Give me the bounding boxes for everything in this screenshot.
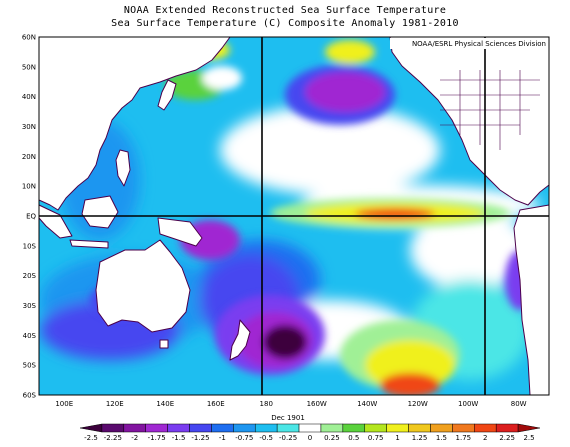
colorbar-swatch [320, 423, 344, 433]
colorbar-tick-label: -0.25 [279, 434, 297, 442]
colorbar-tick-label: -2.25 [104, 434, 122, 442]
colorbar-tick-label: 0.75 [368, 434, 384, 442]
colorbar-overlay-box [262, 412, 314, 422]
anomaly-patch [263, 325, 307, 359]
colorbar-tick-label: -1 [219, 434, 226, 442]
longitude-label: 120E [106, 400, 124, 408]
borneo-island [81, 195, 119, 229]
colorbar-swatch [167, 423, 190, 433]
latitude-label: 50N [22, 63, 36, 71]
colorbar-swatch [276, 423, 300, 433]
colorbar-swatch [79, 423, 103, 433]
colorbar-swatch [342, 423, 366, 433]
longitude-labels: 100E 120E 140E 160E 180 160W 140W 120W 100W 80W [55, 400, 526, 408]
map-subtitle: Sea Surface Temperature (C) Composite An… [111, 18, 459, 29]
map-title: NOAA Extended Reconstructed Sea Surface … [123, 5, 447, 16]
anomaly-patch [325, 40, 375, 64]
anomaly-patch [220, 105, 440, 195]
longitude-label: 120W [408, 400, 428, 408]
colorbar-swatch [452, 423, 475, 433]
colorbar-swatch [123, 423, 146, 433]
colorbar-tick-label: 0.5 [348, 434, 359, 442]
longitude-label: 80W [511, 400, 527, 408]
colorbar-swatch [386, 423, 409, 433]
credit-label: NOAA/ESRL Physical Sciences Division [412, 40, 546, 48]
java-island [69, 239, 109, 249]
latitude-label: 10N [22, 183, 36, 191]
longitude-label: 100E [55, 400, 73, 408]
latitude-label: 20S [23, 272, 37, 280]
colorbar-tick-label: 2 [483, 434, 487, 442]
longitude-label: 160E [207, 400, 225, 408]
anomaly-patch [305, 72, 385, 112]
colorbar-tick-label: -1.25 [191, 434, 209, 442]
colorbar-swatch [211, 423, 234, 433]
colorbar-swatch [495, 423, 519, 433]
new-zealand-island [229, 319, 251, 361]
colorbar-tick-label: -1.75 [148, 434, 166, 442]
colorbar-tick-label: 1.75 [456, 434, 472, 442]
land-masses [38, 36, 550, 396]
anomaly-patch [410, 210, 530, 290]
latitude-labels: 60N 50N 40N 30N 20N 10N EQ 10S 20S 30S 40S 50S 60S [22, 34, 37, 400]
colorbar-swatch [408, 423, 431, 433]
colorbar-tick-label: -1.5 [172, 434, 186, 442]
longitude-label: 140W [357, 400, 377, 408]
colorbar-tick-label: 1.25 [412, 434, 428, 442]
colorbar-tick-label: -0.5 [259, 434, 273, 442]
gridlines [39, 37, 549, 395]
colorbar-swatch [430, 423, 453, 433]
colorbar-swatch [517, 423, 541, 433]
latitude-label: 30S [23, 302, 37, 310]
latitude-label: 60N [22, 34, 36, 42]
latitude-label: 50S [23, 362, 37, 370]
colorbar-swatch [233, 423, 256, 433]
latitude-label: 30N [22, 123, 36, 131]
colorbar-swatch [254, 423, 278, 433]
colorbar-tick-label: -0.75 [235, 434, 253, 442]
colorbar-swatch [364, 423, 387, 433]
longitude-label: 180 [260, 400, 273, 408]
colorbar-swatch [101, 423, 125, 433]
latitude-label: 40N [22, 93, 36, 101]
colorbar-swatch [474, 423, 497, 433]
colorbar-swatch [189, 423, 212, 433]
latitude-label: 40S [23, 332, 37, 340]
philippines-island [115, 149, 131, 187]
colorbar-overlay-text: Dec 1901 [271, 414, 305, 422]
longitude-label: 160W [307, 400, 327, 408]
anomaly-patch [202, 66, 242, 90]
anomaly-patch [380, 373, 440, 395]
colorbar-tick-label: 0 [308, 434, 312, 442]
credit-box [390, 38, 548, 49]
colorbar-tick-label: -2.5 [84, 434, 98, 442]
colorbar-tick-label: -2 [131, 434, 138, 442]
latitude-label: EQ [26, 213, 36, 221]
map-plot-area: NOAA/ESRL Physical Sciences Division [38, 36, 550, 396]
colorbar-swatch [298, 423, 322, 433]
latitude-label: 60S [23, 392, 37, 400]
north-america-landmass [389, 36, 550, 206]
tasmania-island [159, 339, 169, 349]
map-frame [38, 36, 550, 396]
asia-landmass [38, 36, 231, 211]
australia-landmass [95, 239, 191, 333]
anomaly-patch [355, 208, 435, 220]
japan-island [157, 79, 177, 111]
colorbar: Dec 1901 -2.5 -2.25 -2 -1.75 -1.5 -1.25 -1 -0.7… [79, 412, 541, 442]
colorbar-tick-label: 1 [395, 434, 399, 442]
colorbar-swatch [145, 423, 168, 433]
colorbar-tick-label: 2.5 [523, 434, 534, 442]
longitude-label: 140E [156, 400, 174, 408]
latitude-label: 10S [23, 242, 37, 250]
new-guinea-island [157, 217, 203, 247]
colorbar-tick-label: 0.25 [324, 434, 340, 442]
colorbar-tick-label: 1.5 [436, 434, 447, 442]
anomaly-field [40, 40, 540, 395]
longitude-label: 100W [458, 400, 478, 408]
latitude-label: 20N [22, 153, 36, 161]
colorbar-tick-label: 2.25 [499, 434, 515, 442]
